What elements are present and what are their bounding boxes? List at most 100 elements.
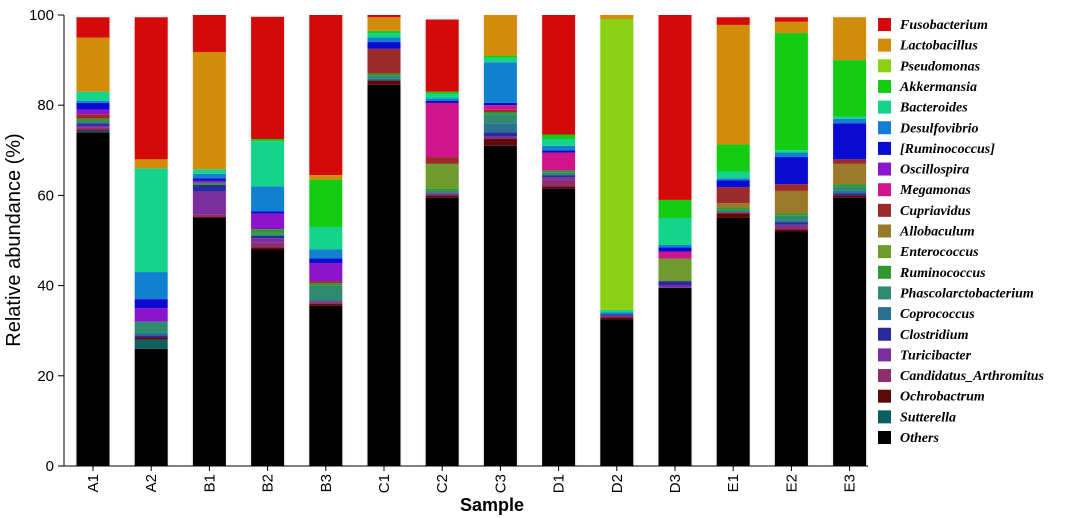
legend-item-Cupriavidus: Cupriavidus (878, 203, 971, 219)
legend-swatch-Akkermansia (878, 79, 891, 93)
legend-label-Pseudomonas: Pseudomonas (900, 59, 981, 74)
legend-item-Lactobacillus: Lactobacillus (878, 38, 978, 54)
bar-segment-B2-Others (251, 249, 285, 466)
bar-segment-B2--Ruminococcus- (251, 211, 285, 214)
bar-segment-C3-Phascolarctobacterium (483, 114, 517, 124)
legend-swatch-Candidatus-Arthromitus (878, 369, 891, 383)
bar-segment-C3-Lactobacillus (483, 15, 517, 56)
bar-segment-E3-Phascolarctobacterium (833, 186, 867, 191)
bar-segment-C3-Akkermansia (483, 55, 517, 58)
bar-segment-C3-Megamonas (483, 105, 517, 110)
bar-segment-D2-Lactobacillus (600, 15, 634, 20)
legend-item-Ochrobactrum: Ochrobactrum (878, 389, 985, 405)
bar-segment-C1--Ruminococcus- (367, 42, 401, 49)
bar-stack-D3 (658, 15, 692, 466)
legend-item-Megamonas: Megamonas (878, 183, 971, 198)
bar-segment-B3-Bacteroides (309, 226, 343, 250)
legend-swatch-Sutterella (878, 410, 891, 424)
x-tick-label-D2: D2 (609, 474, 626, 493)
bar-segment-E2-Fusobacterium (774, 17, 808, 22)
legend-swatch--Ruminococcus- (878, 141, 891, 155)
bar-segment-D2-Candidatus-Arthromitus (600, 315, 634, 318)
bar-stack-C2 (425, 19, 459, 466)
bar-segment-A1-Others (76, 132, 110, 466)
legend-item-Desulfovibrio: Desulfovibrio (878, 121, 979, 136)
bar-segment-C3--Ruminococcus- (483, 102, 517, 106)
bar-segment-C2-Desulfovibrio (425, 98, 459, 101)
legend-label-Coprococcus: Coprococcus (900, 307, 975, 322)
bar-segment-E1-Others (716, 217, 750, 466)
legend-swatch-Turicibacter (878, 348, 891, 362)
bar-segment-B2-Ruminococcus (251, 229, 285, 234)
bar-segment-A2-Lactobacillus (134, 159, 168, 169)
legend-swatch-Enterococcus (878, 245, 891, 259)
x-axis-label: Sample (460, 495, 524, 515)
bar-segment-E1--Ruminococcus- (716, 180, 750, 188)
bar-segment-E3-Others (833, 197, 867, 466)
bar-segment-B1-Turicibacter (192, 191, 226, 215)
bar-segment-D3-Fusobacterium (658, 15, 692, 200)
legend-label--Ruminococcus-: [Ruminococcus] (900, 142, 995, 157)
bar-segment-B2-Ochrobactrum (251, 247, 285, 250)
bar-segment-A1-Sutterella (76, 130, 110, 133)
bar-segment-C3-Others (483, 145, 517, 467)
legend-label-Turicibacter: Turicibacter (900, 348, 972, 363)
bar-segment-C1-Lactobacillus (367, 17, 401, 31)
bar-segment-D1-Bacteroides (542, 139, 576, 146)
bar-segment-A2-Others (134, 348, 168, 466)
bar-segment-E2-Candidatus-Arthromitus (774, 226, 808, 230)
bar-segment-D1-Ochrobactrum (542, 186, 576, 189)
bar-segment-A1-Lactobacillus (76, 37, 110, 92)
legend-item-Enterococcus: Enterococcus (878, 245, 979, 260)
bar-segment-B1-Ochrobactrum (192, 216, 226, 218)
bar-segment-E3-Coprococcus (833, 190, 867, 194)
bar-segment-A1--Ruminococcus- (76, 102, 110, 110)
bar-segment-C2-Others (425, 197, 459, 466)
legend-swatch-Desulfovibrio (878, 121, 891, 135)
bar-segment-D2-Clostridium (600, 314, 634, 316)
bar-segment-C1-Phascolarctobacterium (367, 75, 401, 79)
bar-segment-B3-Coprococcus (309, 299, 343, 302)
legend-label-Others: Others (900, 431, 939, 446)
bar-stack-D2 (600, 15, 634, 466)
bar-segment-B3-Ruminococcus (309, 283, 343, 286)
legend-item-Akkermansia: Akkermansia (878, 79, 977, 95)
bar-segment-B1-Clostridium (192, 185, 226, 192)
legend-swatch-Clostridium (878, 327, 891, 341)
bar-segment-D1-Fusobacterium (542, 15, 576, 135)
bar-segment-C1-Ruminococcus (367, 73, 401, 76)
bar-segment-A2--Ruminococcus- (134, 299, 168, 309)
bar-segment-E1-Allobaculum (716, 203, 750, 208)
y-tick-label-100: 100 (29, 7, 54, 24)
bar-segment-A2-Desulfovibrio (134, 272, 168, 300)
bar-stack-B1 (192, 15, 226, 466)
bar-segment-A1-Candidatus-Arthromitus (76, 127, 110, 131)
legend-label-Ochrobactrum: Ochrobactrum (900, 390, 985, 405)
legend-swatch-Fusobacterium (878, 18, 891, 31)
legend-label-Sutterella: Sutterella (900, 410, 956, 425)
y-axis-label: Relative abundance (%) (3, 133, 25, 346)
bar-segment-A2-Oscillospira (134, 308, 168, 322)
bar-segment-B1-Fusobacterium (192, 15, 226, 52)
bar-segment-C1-Coprococcus (367, 78, 401, 81)
bar-segment-C2-Enterococcus (425, 163, 459, 189)
legend-item-Bacteroides: Bacteroides (878, 100, 968, 116)
legend-item-Turicibacter: Turicibacter (878, 348, 972, 363)
bar-segment-E3--Ruminococcus- (833, 123, 867, 160)
legend-label-Candidatus-Arthromitus: Candidatus_Arthromitus (900, 369, 1045, 384)
bar-stack-A1 (76, 17, 110, 466)
y-tick-label-20: 20 (37, 368, 54, 385)
bar-segment-D1-Others (542, 188, 576, 466)
legend-swatch-Cupriavidus (878, 203, 891, 217)
x-tick-label-D3: D3 (667, 474, 684, 493)
x-tick-label-C3: C3 (492, 474, 509, 493)
bar-segment-E1-Bacteroides (716, 171, 750, 179)
legend-label-Megamonas: Megamonas (899, 183, 971, 198)
bar-segment-C3-Desulfovibrio (483, 62, 517, 103)
bar-segment-B3-Ochrobactrum (309, 303, 343, 306)
bar-segment-B2-Akkermansia (251, 139, 285, 142)
bar-segment-B1-Bacteroides (192, 169, 226, 174)
bar-segment-A1-Phascolarctobacterium (76, 120, 110, 124)
bar-segment-B2-Phascolarctobacterium (251, 233, 285, 236)
bar-segment-D2-Others (600, 319, 634, 466)
